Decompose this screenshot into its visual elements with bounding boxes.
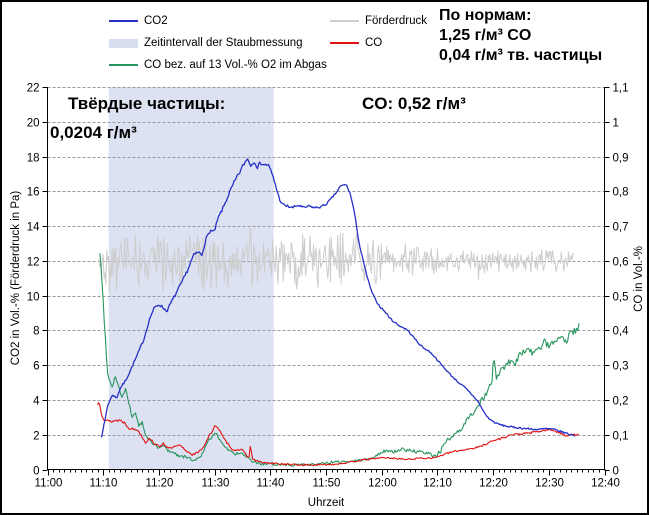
norms-text-block: По нормам: 1,25 г/м³ CO 0,04 г/м³ тв. ча…	[439, 6, 602, 66]
legend-swatch-co-bez-line	[109, 64, 138, 66]
y-right-tick-label: 0,1	[613, 431, 629, 443]
y-left-axis-title: CO2 in Vol.-% (Förderdruck in Pa)	[10, 190, 22, 366]
legend-swatch-staubmessung-band	[109, 38, 138, 48]
y-left-tick-label: 0	[33, 466, 39, 478]
legend-label-foerderdruck: Förderdruck	[365, 15, 427, 27]
y-right-tick-label: 0,4	[613, 326, 630, 338]
legend-swatch-foerderdruck-line	[330, 20, 359, 22]
y-left-tick-label: 8	[33, 326, 39, 338]
staubmessung-interval-band	[108, 87, 274, 470]
legend-column-2: Förderdruck CO	[330, 10, 427, 54]
annotation-co-value: CO: 0,52 г/м³	[362, 94, 466, 113]
x-tick-label: 12:40	[591, 478, 620, 490]
norms-line-3: 0,04 г/м³ тв. частицы	[439, 47, 603, 64]
x-tick-label: 11:50	[313, 478, 341, 490]
legend-column-1: CO2 Zeitintervall der Staubmessung CO be…	[109, 10, 327, 76]
legend-label-co2: CO2	[144, 15, 168, 27]
y-left-tick-label: 14	[27, 222, 40, 234]
y-right-tick-label: 0,6	[613, 257, 629, 269]
y-left-tick-label: 20	[27, 118, 40, 130]
y-left-tick-label: 16	[27, 187, 40, 199]
x-tick-label: 11:20	[146, 478, 174, 490]
y-left-tick-label: 2	[33, 431, 39, 443]
y-right-tick-label: 1	[613, 118, 619, 130]
y-right-tick-label: 0,2	[613, 396, 629, 408]
annotation-particles-value: 0,0204 г/м³	[50, 123, 137, 142]
x-tick-label: 12:00	[368, 478, 397, 490]
norms-line-1: По нормам:	[439, 7, 532, 24]
legend-label-co-bez: CO bez. auf 13 Vol.-% O2 im Abgas	[144, 59, 327, 71]
x-tick-label: 12:20	[479, 478, 508, 490]
x-tick-label: 11:00	[35, 478, 63, 490]
series-line-co	[97, 402, 579, 467]
y-left-tick-label: 10	[27, 292, 40, 304]
legend-label-co: CO	[365, 37, 383, 49]
y-right-tick-label: 0,9	[613, 153, 629, 165]
legend-item-co: CO	[330, 32, 427, 54]
legend-item-co-bez-13-o2: CO bez. auf 13 Vol.-% O2 im Abgas	[109, 54, 327, 76]
x-axis-title: Uhrzeit	[307, 497, 345, 509]
y-right-axis-title: CO in Vol.-%	[633, 246, 645, 312]
y-right-tick-label: 1,1	[613, 83, 629, 95]
legend-item-foerderdruck: Förderdruck	[330, 10, 427, 32]
x-tick-label: 12:10	[423, 478, 452, 490]
y-right-tick-label: 0,5	[613, 292, 629, 304]
legend-swatch-co-line	[330, 42, 359, 44]
y-right-tick-label: 0	[613, 466, 619, 478]
series-line-co2	[100, 158, 575, 438]
series-line-f-rderdruck	[98, 227, 575, 293]
y-right-tick-label: 0,3	[613, 361, 629, 373]
y-right-tick-label: 0,7	[613, 222, 629, 234]
legend-label-staubmessung: Zeitintervall der Staubmessung	[144, 37, 303, 49]
x-tick-label: 11:10	[90, 478, 118, 490]
x-tick-label: 12:30	[535, 478, 564, 490]
y-left-tick-label: 6	[33, 361, 39, 373]
legend-swatch-co2-line	[109, 20, 138, 22]
y-left-tick-label: 12	[27, 257, 40, 269]
y-right-tick-label: 0,8	[613, 187, 629, 199]
y-left-tick-label: 22	[27, 83, 40, 95]
y-left-tick-label: 18	[27, 153, 40, 165]
annotation-particles-label: Твёрдые частицы:	[68, 94, 226, 113]
norms-line-2: 1,25 г/м³ CO	[439, 27, 532, 44]
x-tick-label: 11:30	[202, 478, 230, 490]
legend-item-co2: CO2	[109, 10, 327, 32]
legend-item-staubmessung-interval: Zeitintervall der Staubmessung	[109, 32, 327, 54]
x-tick-label: 11:40	[257, 478, 285, 490]
y-left-tick-label: 4	[33, 396, 40, 408]
